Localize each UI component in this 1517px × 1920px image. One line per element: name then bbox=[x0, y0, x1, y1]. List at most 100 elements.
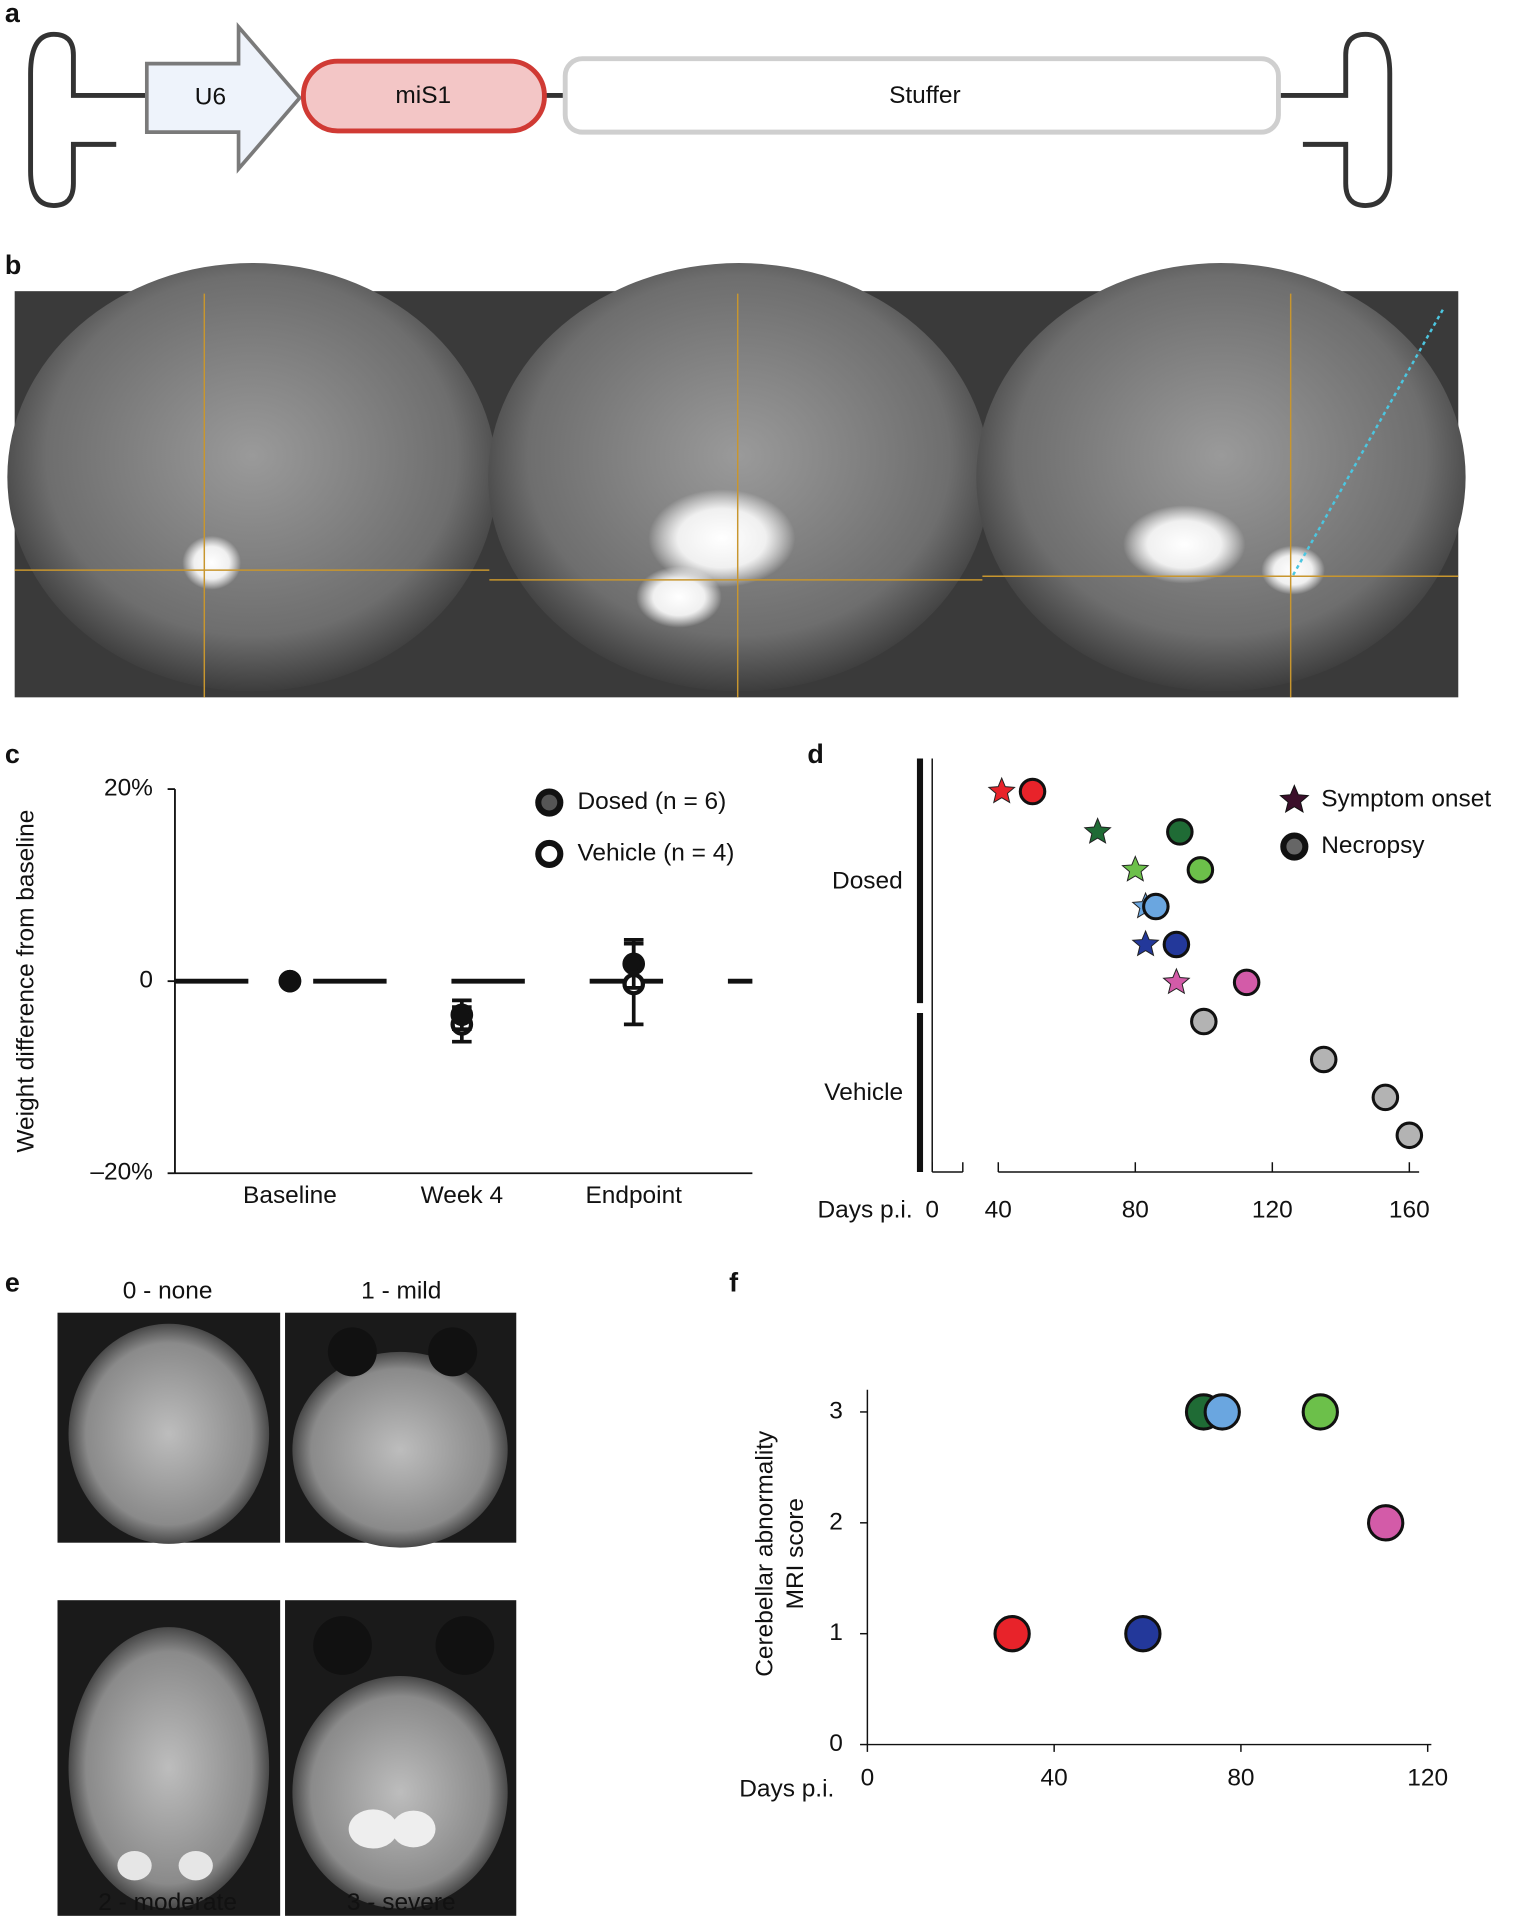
x-tick-label: 40 bbox=[1041, 1764, 1068, 1791]
data-point bbox=[278, 969, 302, 993]
diagram-label: U6 bbox=[195, 83, 226, 110]
x-tick-label: 120 bbox=[1407, 1764, 1448, 1791]
itr-left bbox=[28, 31, 147, 208]
y-tick-label: 20% bbox=[104, 775, 153, 802]
mirna-box bbox=[300, 58, 547, 134]
legend-marker bbox=[535, 839, 564, 869]
promoter-arrow bbox=[144, 21, 303, 174]
necropsy bbox=[1371, 1083, 1400, 1112]
symptom-onset bbox=[1121, 855, 1150, 882]
mri-slice bbox=[976, 263, 1466, 692]
symptom-onset bbox=[1162, 967, 1191, 995]
necropsy bbox=[1309, 1045, 1338, 1074]
y-tick-label: 3 bbox=[829, 1397, 843, 1424]
diagram-label: miS1 bbox=[395, 82, 451, 109]
x-tick-label: Baseline bbox=[243, 1182, 337, 1209]
orbit bbox=[428, 1327, 478, 1377]
mri-images bbox=[7, 263, 1466, 698]
mri-slice bbox=[292, 1676, 508, 1909]
infusion-signal bbox=[1261, 545, 1325, 595]
lesion bbox=[391, 1810, 436, 1848]
data-point bbox=[1301, 1393, 1339, 1431]
lesion bbox=[348, 1809, 398, 1849]
y-tick-label: 2 bbox=[829, 1508, 843, 1535]
panel-label: e bbox=[5, 1268, 20, 1298]
data-point bbox=[622, 952, 646, 976]
lesion bbox=[178, 1850, 213, 1881]
legend-label: Necropsy bbox=[1321, 832, 1425, 859]
itr-right bbox=[544, 31, 1393, 208]
y-axis-label: Weight difference from baseline bbox=[12, 810, 39, 1153]
x-axis-label: Days p.i. bbox=[818, 1197, 913, 1224]
group-label: Vehicle bbox=[824, 1079, 903, 1106]
necropsy bbox=[1395, 1121, 1424, 1150]
data-point bbox=[1124, 1615, 1162, 1653]
stuffer-box bbox=[562, 56, 1281, 135]
necropsy bbox=[1186, 856, 1215, 884]
lesion bbox=[117, 1850, 152, 1881]
x-axis-label: Days p.i. bbox=[739, 1775, 834, 1802]
panel-label: d bbox=[807, 739, 823, 769]
necropsy bbox=[1142, 892, 1170, 921]
symptom-onset bbox=[1131, 929, 1160, 957]
data-point bbox=[450, 1003, 474, 1027]
orbit bbox=[313, 1616, 372, 1675]
y-axis-label: MRI score bbox=[782, 1498, 809, 1609]
legend-marker bbox=[1279, 784, 1310, 814]
infusion-signal bbox=[182, 535, 242, 590]
mri-slice bbox=[488, 263, 990, 692]
panel-label: f bbox=[729, 1268, 739, 1298]
panel-label: c bbox=[5, 739, 20, 769]
mri-slice bbox=[68, 1323, 270, 1544]
x-tick-label: Week 4 bbox=[421, 1182, 503, 1209]
necropsy bbox=[1162, 930, 1191, 959]
infusion-signal bbox=[1123, 505, 1246, 584]
data-point bbox=[1367, 1504, 1405, 1542]
grade-label: 2 - moderate bbox=[98, 1889, 237, 1916]
x-tick-label: 40 bbox=[985, 1197, 1012, 1224]
y-tick-label: –20% bbox=[90, 1159, 153, 1186]
symptom-onset bbox=[987, 776, 1016, 804]
legend-marker bbox=[1280, 832, 1309, 861]
x-tick-label: 0 bbox=[861, 1764, 875, 1791]
group-label: Dosed bbox=[832, 868, 903, 895]
x-tick-label: 80 bbox=[1227, 1764, 1254, 1791]
x-tick-label: 0 bbox=[925, 1197, 939, 1224]
orbit bbox=[327, 1327, 377, 1377]
mri-grade-images bbox=[57, 1312, 517, 1916]
x-tick-label: Endpoint bbox=[585, 1182, 682, 1209]
necropsy bbox=[1018, 777, 1047, 806]
panel-label: a bbox=[5, 0, 21, 28]
crosshair bbox=[14, 293, 1459, 698]
construct-diagram bbox=[28, 21, 1393, 208]
symptom-onset bbox=[1083, 817, 1112, 844]
y-axis-label: Cerebellar abnormality bbox=[751, 1430, 778, 1677]
necropsy bbox=[1232, 968, 1261, 997]
legend-label: Symptom onset bbox=[1321, 786, 1491, 813]
y-tick-label: 0 bbox=[829, 1730, 843, 1757]
mri-slice bbox=[292, 1351, 508, 1548]
infusion-signal bbox=[636, 566, 722, 628]
necropsy bbox=[1190, 1007, 1218, 1036]
legend-label: Dosed (n = 6) bbox=[577, 788, 726, 815]
legend-marker bbox=[535, 788, 564, 817]
orbit bbox=[435, 1616, 495, 1675]
x-tick-label: 120 bbox=[1252, 1197, 1293, 1224]
x-tick-label: 160 bbox=[1389, 1197, 1430, 1224]
diagram-label: Stuffer bbox=[889, 82, 961, 109]
legend-label: Vehicle (n = 4) bbox=[577, 839, 734, 866]
x-tick-label: 80 bbox=[1122, 1197, 1149, 1224]
data-point bbox=[993, 1615, 1031, 1653]
grade-label: 1 - mild bbox=[361, 1277, 441, 1304]
infusion-signal bbox=[648, 489, 796, 588]
y-tick-label: 0 bbox=[139, 967, 153, 994]
necropsy bbox=[1166, 818, 1194, 846]
panel-label: b bbox=[5, 250, 21, 280]
grade-label: 3 - severe bbox=[347, 1889, 456, 1916]
mri-slice bbox=[68, 1627, 270, 1909]
grade-label: 0 - none bbox=[123, 1277, 213, 1304]
mri-slice bbox=[7, 263, 497, 692]
y-tick-label: 1 bbox=[829, 1619, 843, 1646]
